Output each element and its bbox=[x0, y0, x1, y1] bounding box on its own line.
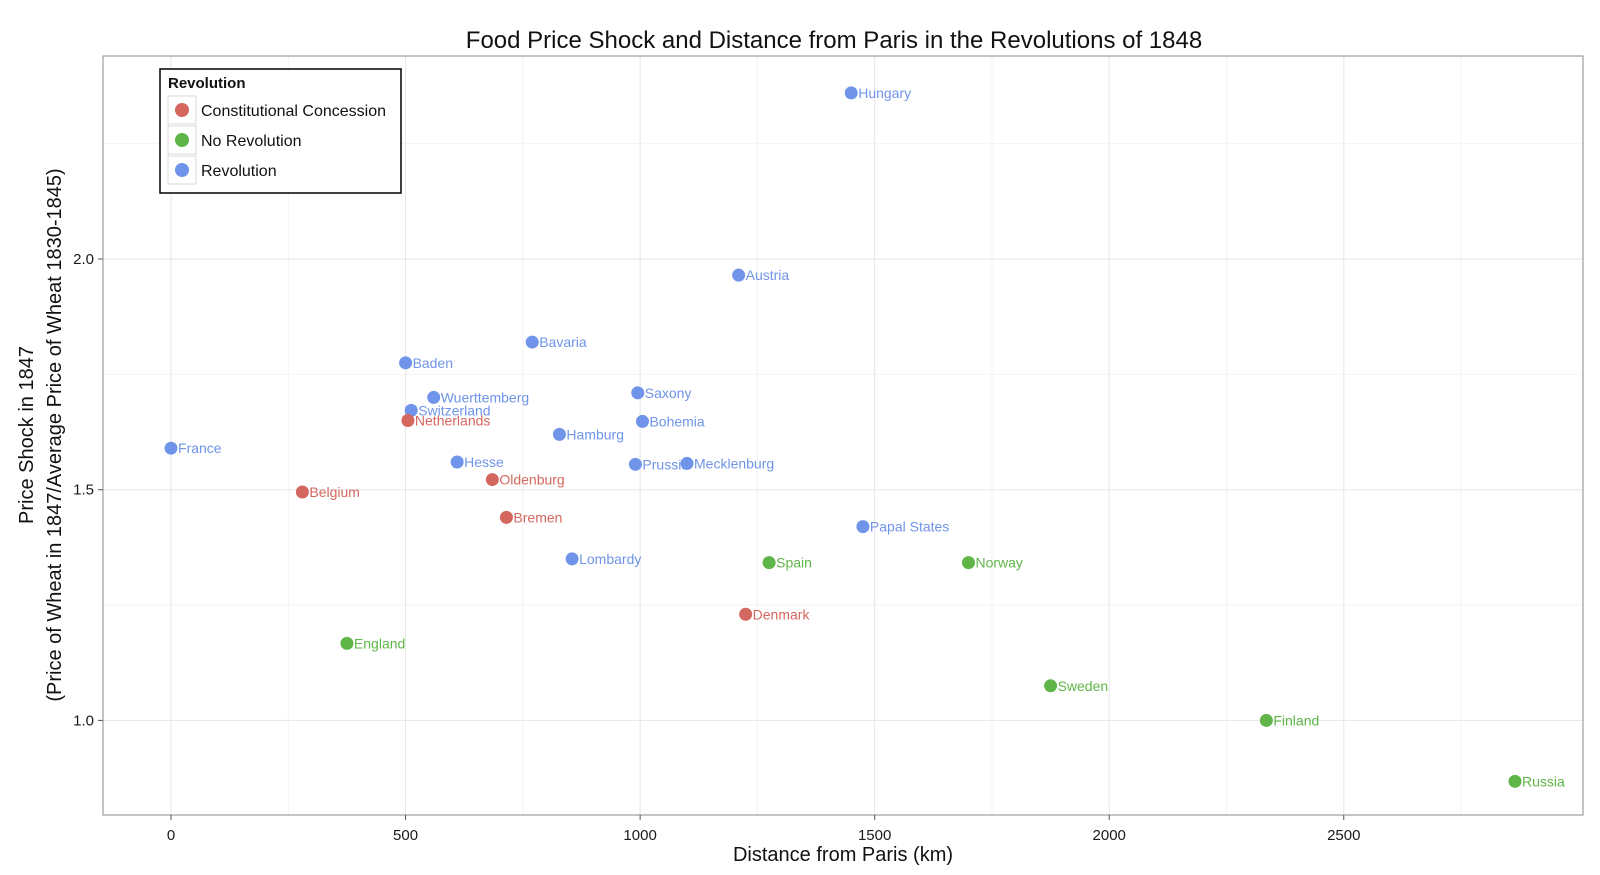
y-axis-title-line-2: (Price of Wheat in 1847/Average Price of… bbox=[44, 168, 66, 701]
point-label-wuerttemberg: Wuerttemberg bbox=[441, 389, 529, 405]
y-tick-label: 2.0 bbox=[73, 251, 94, 268]
legend-entry-constitutional-concession: Constitutional Concession bbox=[167, 95, 386, 125]
legend-title: Revolution bbox=[168, 75, 246, 92]
point-england bbox=[340, 636, 354, 650]
point-label-denmark: Denmark bbox=[753, 606, 811, 622]
point-netherlands bbox=[401, 414, 415, 428]
legend-marker-revolution bbox=[175, 163, 189, 177]
point-saxony bbox=[631, 386, 645, 400]
point-label-baden: Baden bbox=[413, 355, 453, 371]
point-bohemia bbox=[635, 414, 649, 428]
point-france bbox=[164, 441, 178, 455]
point-label-austria: Austria bbox=[746, 267, 790, 283]
point-norway bbox=[961, 556, 975, 570]
legend-marker-constitutional-concession bbox=[175, 103, 189, 117]
legend-key-box bbox=[167, 95, 197, 125]
x-axis-ticks: 0 500 1000 1500 2000 2500 bbox=[167, 815, 1360, 844]
point-papal-states bbox=[856, 520, 870, 534]
x-tick-label: 1500 bbox=[858, 827, 891, 844]
legend-marker-no-revolution bbox=[175, 133, 189, 147]
point-label-papal-states: Papal States bbox=[870, 519, 949, 535]
point-austria bbox=[732, 268, 746, 282]
legend-label-no-revolution: No Revolution bbox=[201, 133, 302, 150]
point-finland bbox=[1259, 713, 1273, 727]
point-label-bohemia: Bohemia bbox=[649, 413, 704, 429]
point-label-prussia: Prussia bbox=[642, 456, 689, 472]
point-lombardy bbox=[565, 552, 579, 566]
point-mecklenburg bbox=[680, 456, 694, 470]
x-axis-title: Distance from Paris (km) bbox=[733, 844, 953, 866]
x-tick-label: 500 bbox=[393, 827, 418, 844]
point-label-norway: Norway bbox=[975, 555, 1022, 571]
point-label-spain: Spain bbox=[776, 555, 812, 571]
legend-label-revolution: Revolution bbox=[201, 163, 277, 180]
point-label-bremen: Bremen bbox=[513, 509, 562, 525]
chart-title: Food Price Shock and Distance from Paris… bbox=[466, 27, 1202, 54]
point-label-hesse: Hesse bbox=[464, 454, 504, 470]
point-hamburg bbox=[552, 427, 566, 441]
point-label-switzerland: Switzerland bbox=[418, 402, 490, 418]
point-label-france: France bbox=[178, 440, 222, 456]
point-baden bbox=[399, 356, 413, 370]
point-denmark bbox=[739, 607, 753, 621]
grid-lines bbox=[103, 56, 1583, 815]
point-bavaria bbox=[525, 335, 539, 349]
point-label-belgium: Belgium bbox=[309, 484, 360, 500]
point-belgium bbox=[295, 485, 309, 499]
point-label-oldenburg: Oldenburg bbox=[499, 472, 564, 488]
point-label-saxony: Saxony bbox=[645, 385, 692, 401]
point-switzerland bbox=[404, 403, 418, 417]
x-tick-label: 1000 bbox=[623, 827, 656, 844]
point-label-sweden: Sweden bbox=[1058, 678, 1109, 694]
point-label-netherlands: Netherlands bbox=[415, 413, 491, 429]
plot-panel-border bbox=[102, 55, 1584, 816]
point-russia bbox=[1508, 774, 1522, 788]
point-label-hungary: Hungary bbox=[858, 85, 911, 101]
point-wuerttemberg bbox=[427, 390, 441, 404]
point-hungary bbox=[844, 86, 858, 100]
point-oldenburg bbox=[485, 473, 499, 487]
y-axis-ticks: 1.0 1.5 2.0 bbox=[73, 251, 103, 729]
point-label-hamburg: Hamburg bbox=[566, 426, 624, 442]
y-tick-label: 1.5 bbox=[73, 482, 94, 499]
point-prussia bbox=[628, 457, 642, 471]
point-label-finland: Finland bbox=[1273, 712, 1319, 728]
point-bremen bbox=[499, 510, 513, 524]
legend-box bbox=[159, 68, 402, 194]
data-points: Hungary Austria Bavaria Baden Saxony Wuerttem… bbox=[164, 85, 1565, 789]
y-tick-label: 1.0 bbox=[73, 712, 94, 729]
point-label-mecklenburg: Mecklenburg bbox=[694, 455, 774, 471]
x-tick-label: 2500 bbox=[1327, 827, 1360, 844]
point-hesse bbox=[450, 455, 464, 469]
x-tick-label: 0 bbox=[167, 827, 175, 844]
y-axis-title-line-1: Price Shock in 1847 bbox=[16, 346, 38, 524]
legend: Revolution Constitutional Concession No … bbox=[159, 68, 402, 194]
point-label-england: England bbox=[354, 635, 405, 651]
point-label-russia: Russia bbox=[1522, 773, 1565, 789]
point-label-lombardy: Lombardy bbox=[579, 551, 641, 567]
legend-entry-revolution: Revolution bbox=[167, 155, 277, 185]
x-tick-label: 2000 bbox=[1093, 827, 1126, 844]
point-label-bavaria: Bavaria bbox=[539, 334, 587, 350]
legend-entry-no-revolution: No Revolution bbox=[167, 125, 302, 155]
point-sweden bbox=[1044, 679, 1058, 693]
legend-label-constitutional-concession: Constitutional Concession bbox=[201, 103, 386, 120]
point-spain bbox=[762, 556, 776, 570]
